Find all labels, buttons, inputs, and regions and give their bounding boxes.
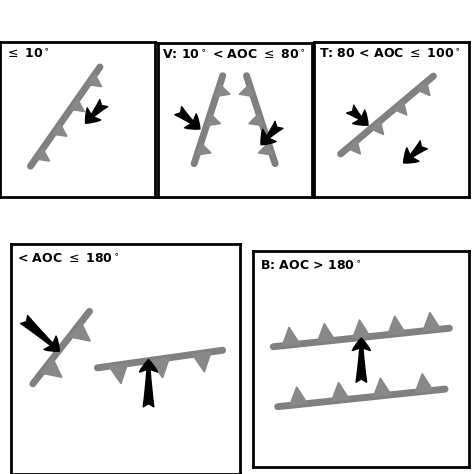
Polygon shape [70,322,90,341]
Polygon shape [353,320,370,338]
Polygon shape [249,114,263,126]
Polygon shape [374,378,391,397]
Polygon shape [192,352,211,372]
Text: < AOC $\leq$ 180$^\circ$: < AOC $\leq$ 180$^\circ$ [18,253,120,266]
Polygon shape [290,387,308,405]
Polygon shape [417,82,430,96]
Polygon shape [151,358,169,378]
Polygon shape [317,323,335,342]
Polygon shape [282,327,300,346]
Polygon shape [70,99,84,111]
Polygon shape [88,74,102,87]
Polygon shape [394,101,407,115]
Polygon shape [216,84,230,96]
Polygon shape [41,358,62,377]
Text: B: AOC > 180$^\circ$: B: AOC > 180$^\circ$ [260,260,361,273]
Polygon shape [53,124,67,137]
Polygon shape [258,143,272,155]
Polygon shape [36,148,50,161]
Polygon shape [415,374,433,392]
Text: T: 80 < AOC $\leq$ 100$^\circ$: T: 80 < AOC $\leq$ 100$^\circ$ [319,48,461,61]
Polygon shape [331,383,349,401]
Polygon shape [423,312,441,331]
Polygon shape [388,316,405,335]
Polygon shape [371,121,383,135]
Polygon shape [109,364,128,383]
Polygon shape [207,114,220,126]
Polygon shape [197,143,211,155]
Polygon shape [239,84,253,96]
Text: V: 10$^\circ$ < AOC $\leq$ 80$^\circ$: V: 10$^\circ$ < AOC $\leq$ 80$^\circ$ [162,49,306,62]
Polygon shape [347,140,360,154]
Text: $\leq$ 10$^\circ$: $\leq$ 10$^\circ$ [5,48,50,61]
